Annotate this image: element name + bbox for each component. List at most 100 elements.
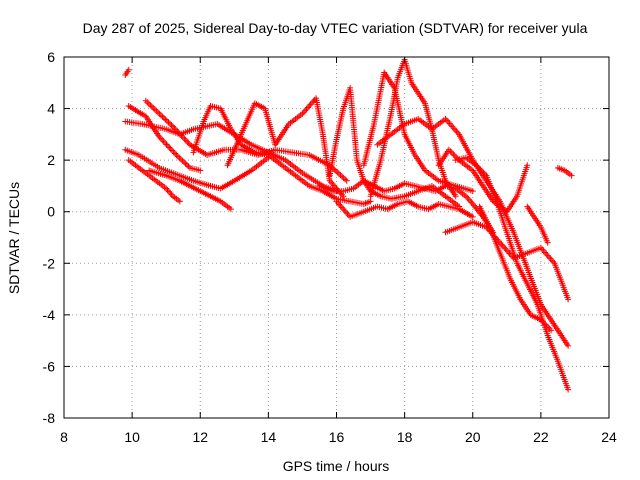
series-marker-segment [401, 116, 420, 127]
series-marker-segment [207, 193, 222, 204]
series-marker-segment [462, 154, 478, 167]
series-marker-segment [401, 188, 420, 200]
series-marker-segment [405, 198, 420, 209]
series-marker [227, 206, 234, 213]
series-marker [548, 327, 555, 334]
series-marker-segment [503, 195, 519, 215]
series-marker-segment [319, 131, 333, 182]
y-tick-label: 2 [47, 152, 55, 168]
series-marker-segment [507, 275, 523, 301]
x-axis-label: GPS time / hours [283, 458, 390, 474]
series-marker-segment [480, 182, 496, 203]
y-tick-label: -2 [43, 255, 56, 271]
series-marker-segment [360, 177, 373, 193]
series-marker-segment [204, 147, 226, 158]
series-track-n [367, 56, 459, 200]
series-marker-segment [217, 105, 233, 131]
series-marker [544, 239, 551, 246]
series-marker-segment [486, 224, 503, 254]
y-axis-label: SDTVAR / TECUs [6, 182, 22, 294]
x-tick-label: 10 [124, 429, 140, 445]
series-marker-segment [517, 296, 533, 317]
series-marker-segment [163, 172, 181, 183]
x-tick-label: 8 [60, 429, 68, 445]
series-marker-segment [428, 182, 447, 198]
series-marker [197, 167, 204, 174]
series-marker-segment [251, 100, 267, 111]
series-marker-segment [551, 260, 571, 301]
series-marker-segment [176, 172, 195, 183]
series-marker-segment [326, 138, 340, 179]
series-marker-segment [316, 182, 335, 194]
series-marker-segment [170, 193, 182, 204]
series-marker-segment [554, 358, 571, 391]
series-track-a [122, 66, 132, 78]
series-marker-segment [469, 219, 488, 230]
series-marker-segment [497, 250, 513, 280]
series-marker-segment [524, 265, 544, 306]
series-marker-segment [371, 71, 387, 127]
series-track-e [146, 167, 234, 213]
series-marker-segment [415, 90, 427, 105]
series-marker-segment [262, 105, 278, 146]
series-marker-segment [248, 155, 270, 174]
series-marker-segment [353, 157, 367, 182]
series-marker-segment [442, 224, 461, 236]
x-tick-label: 12 [192, 429, 208, 445]
series-marker-segment [306, 182, 324, 194]
series-marker-segment [561, 167, 573, 178]
series-marker-segment [135, 152, 161, 170]
series-marker [565, 296, 572, 303]
series-track-s [476, 203, 555, 334]
series-marker-segment [163, 185, 175, 198]
series-marker [469, 188, 476, 195]
series-track-t [524, 203, 551, 246]
series-marker-segment [497, 198, 516, 234]
x-tick-label: 14 [261, 429, 277, 445]
series-marker [524, 162, 531, 169]
y-tick-label: -4 [43, 307, 56, 323]
series-marker-segment [493, 198, 510, 234]
series-marker-segment [531, 213, 543, 229]
series-marker-segment [153, 177, 168, 191]
series-marker-segment [360, 204, 379, 215]
x-tick-label: 16 [329, 429, 345, 445]
series-marker [452, 193, 459, 200]
series-marker-segment [537, 224, 550, 244]
series-marker-segment [197, 188, 212, 199]
series-marker-segment [187, 182, 202, 194]
series-marker-segment [238, 102, 257, 138]
series-marker-segment [391, 181, 406, 192]
series-track-o [374, 115, 572, 349]
series-marker [343, 177, 350, 184]
series-marker-segment [347, 209, 365, 220]
series-marker-segment [537, 301, 557, 327]
series-marker-segment [415, 115, 434, 131]
y-tick-label: 6 [47, 49, 55, 65]
series-marker-segment [415, 183, 433, 195]
series-track-c [122, 146, 272, 192]
series-marker [565, 342, 572, 349]
series-marker-segment [483, 172, 499, 203]
data-markers [122, 56, 575, 393]
series-marker [469, 213, 476, 220]
series-track-i [224, 95, 347, 200]
series-marker-segment [224, 133, 244, 169]
series-marker-segment [524, 280, 540, 306]
series-marker-segment [473, 162, 488, 178]
series-marker-segment [125, 103, 147, 119]
series-marker-segment [333, 198, 352, 219]
x-tick-label: 24 [601, 429, 617, 445]
series-marker-segment [156, 133, 178, 157]
series-marker-segment [544, 332, 561, 363]
series-marker-segment [200, 104, 213, 125]
series-marker-segment [272, 122, 291, 148]
series-marker-segment [170, 123, 192, 147]
series-marker-segment [456, 131, 475, 162]
series-marker-segment [187, 164, 202, 173]
series-marker-segment [462, 193, 475, 206]
series-marker-segment [313, 95, 326, 136]
